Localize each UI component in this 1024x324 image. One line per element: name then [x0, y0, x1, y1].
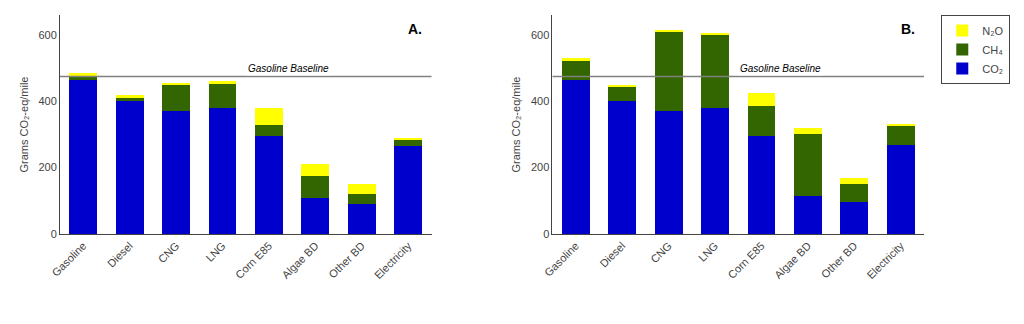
svg-text:Grams CO₂-eq/mile: Grams CO₂-eq/mile	[18, 77, 30, 173]
svg-text:Electricity: Electricity	[864, 239, 906, 281]
svg-text:200: 200	[531, 161, 549, 173]
svg-text:400: 400	[531, 95, 549, 107]
svg-text:Gasoline Baseline: Gasoline Baseline	[740, 63, 821, 74]
svg-text:A.: A.	[408, 21, 422, 37]
svg-text:CH₄: CH₄	[982, 44, 1003, 56]
svg-text:LNG: LNG	[696, 240, 720, 264]
svg-text:600: 600	[38, 29, 56, 41]
svg-text:0: 0	[543, 228, 549, 240]
svg-text:Corn E85: Corn E85	[725, 240, 766, 281]
svg-text:N₂O: N₂O	[982, 25, 1003, 37]
svg-text:Algae BD: Algae BD	[772, 239, 813, 280]
svg-text:CNG: CNG	[156, 240, 182, 266]
svg-text:CO₂: CO₂	[982, 63, 1003, 75]
svg-text:Grams CO₂-eq/mile: Grams CO₂-eq/mile	[510, 77, 522, 173]
svg-text:200: 200	[38, 161, 56, 173]
svg-text:Gasoline Baseline: Gasoline Baseline	[248, 63, 329, 74]
svg-text:Other BD: Other BD	[326, 239, 367, 280]
svg-text:600: 600	[531, 29, 549, 41]
svg-text:LNG: LNG	[203, 240, 227, 264]
svg-text:0: 0	[51, 228, 57, 240]
svg-text:Algae BD: Algae BD	[279, 239, 320, 280]
svg-text:B.: B.	[901, 21, 915, 37]
svg-text:Other BD: Other BD	[819, 239, 860, 280]
svg-text:Electricity: Electricity	[372, 239, 414, 281]
svg-text:Corn E85: Corn E85	[233, 240, 274, 281]
svg-text:Diesel: Diesel	[597, 240, 627, 270]
svg-text:Gasoline: Gasoline	[542, 240, 581, 279]
svg-text:CNG: CNG	[648, 240, 674, 266]
svg-text:Gasoline: Gasoline	[49, 240, 88, 279]
svg-text:Diesel: Diesel	[105, 240, 135, 270]
svg-text:400: 400	[38, 95, 56, 107]
